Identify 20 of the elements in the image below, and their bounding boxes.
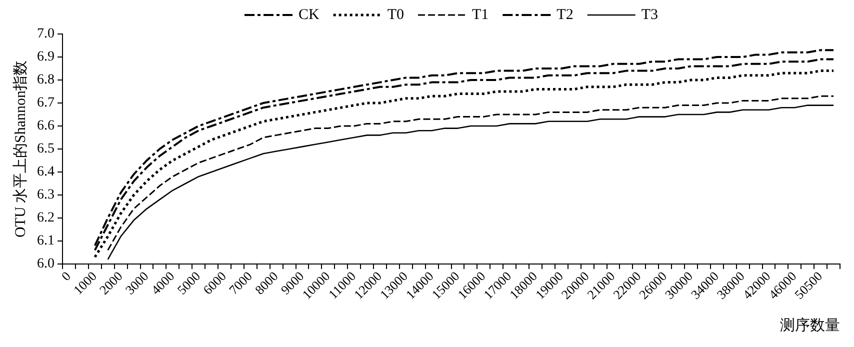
legend-label: CK: [298, 6, 320, 23]
y-tick-label: 6.8: [37, 72, 54, 88]
y-tick-label: 6.5: [37, 142, 54, 157]
y-axis-title: OTU 水平上的Shannon指数: [12, 60, 29, 238]
legend-label: T3: [641, 6, 658, 23]
y-tick-label: 7.0: [37, 26, 54, 42]
x-tick-label: 4000: [148, 268, 178, 298]
y-tick-label: 6.2: [37, 210, 54, 226]
y-tick-label: 6.3: [37, 188, 54, 203]
legend-label: T0: [387, 6, 404, 23]
y-tick-label: 6.1: [37, 234, 54, 249]
y-tick-label: 6.0: [37, 256, 54, 272]
y-tick-label: 6.9: [37, 50, 54, 65]
x-tick-label: 0: [58, 268, 74, 284]
y-tick-label: 6.7: [37, 96, 54, 111]
legend-label: T2: [556, 6, 574, 23]
y-tick-label: 6.6: [37, 118, 54, 134]
y-tick-label: 6.4: [37, 164, 54, 180]
x-axis-title: 测序数量: [780, 316, 840, 334]
legend-label: T1: [472, 6, 489, 23]
